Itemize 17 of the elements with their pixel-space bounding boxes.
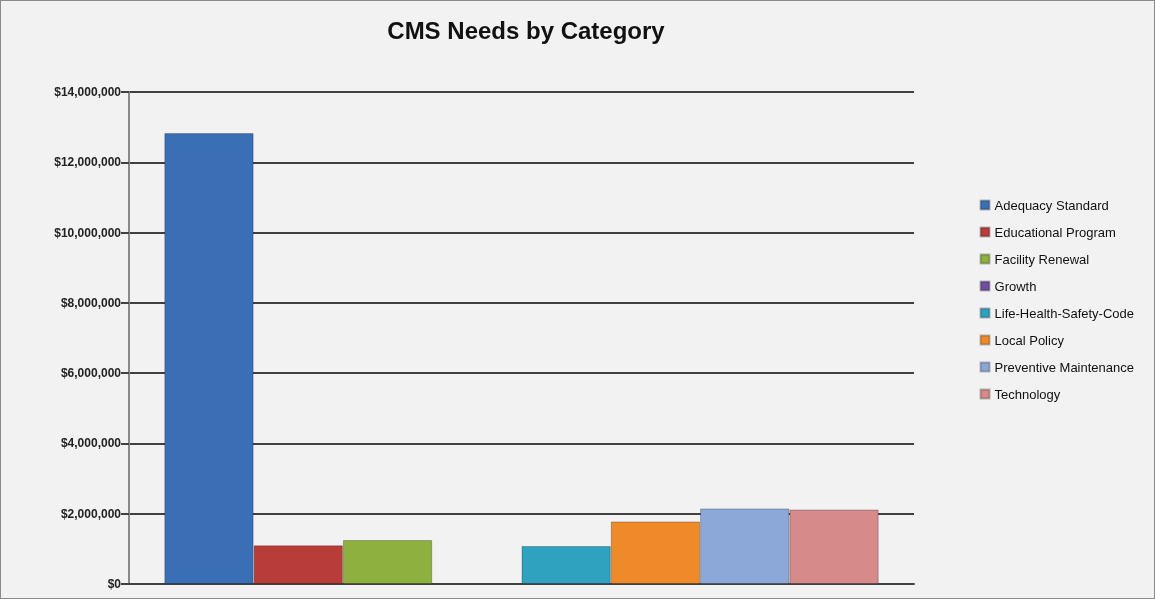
y-tick-label: $10,000,000 <box>54 225 122 240</box>
legend-label: Life-Health-Safety-Code <box>994 305 1134 321</box>
legend-label: Technology <box>994 386 1061 402</box>
legend-label: Facility Renewal <box>994 251 1090 267</box>
y-tick-label: $4,000,000 <box>60 436 122 451</box>
y-tick-label: $6,000,000 <box>60 366 122 381</box>
y-tick-label: $0 <box>107 577 122 591</box>
chart-title: CMS Needs by Category <box>387 16 666 44</box>
legend-label: Preventive Maintenance <box>994 359 1135 375</box>
legend-label: Educational Program <box>994 224 1116 240</box>
legend-label: Local Policy <box>994 332 1065 348</box>
y-tick-label: $12,000,000 <box>54 155 122 170</box>
legend-label: Adequacy Standard <box>994 197 1109 213</box>
y-tick-label: $2,000,000 <box>60 506 122 521</box>
y-tick-label: $8,000,000 <box>60 295 122 310</box>
legend-label: Growth <box>994 278 1037 294</box>
y-tick-label: $14,000,000 <box>54 85 122 99</box>
